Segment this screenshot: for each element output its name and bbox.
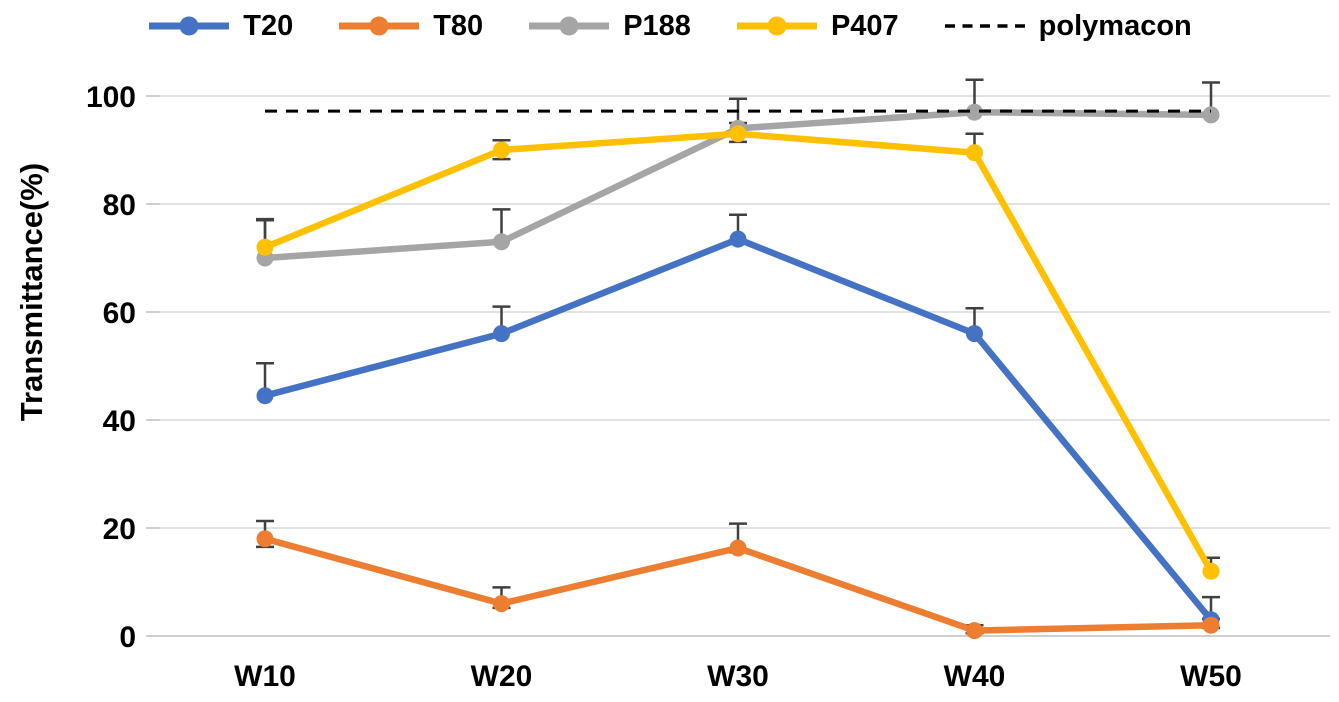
- legend-item-p188: P188: [527, 10, 691, 43]
- y-tick-label: 60: [103, 297, 136, 330]
- legend-label: P407: [830, 9, 899, 42]
- legend-swatch-icon: [529, 16, 610, 36]
- data-point-t80-w50: [1202, 616, 1220, 634]
- legend-item-polymacon: polymacon: [943, 10, 1192, 43]
- y-tick-label: 80: [103, 189, 136, 222]
- data-point-t80-w30: [729, 539, 747, 557]
- y-tick-label: 100: [86, 81, 136, 114]
- y-tick-label: 20: [103, 513, 136, 546]
- data-point-t20-w10: [256, 387, 274, 405]
- data-point-t20-w20: [493, 325, 510, 343]
- legend-item-t80: T80: [337, 10, 483, 43]
- data-point-t80-w10: [256, 530, 274, 548]
- chart-legend: T20 T80 P188 P407 polymacon: [0, 6, 1339, 46]
- legend-label: polymacon: [1038, 9, 1192, 42]
- data-point-p407-w20: [493, 141, 510, 159]
- data-point-p188-w20: [493, 233, 510, 251]
- x-tick-label: W10: [234, 660, 296, 693]
- x-tick-label: W50: [1180, 660, 1242, 693]
- series-line-t20: [261, 235, 1215, 624]
- y-tick-label: 0: [119, 621, 136, 654]
- data-point-t80-w20: [493, 595, 510, 613]
- legend-label: T80: [433, 9, 484, 42]
- data-point-p407-w50: [1202, 562, 1220, 580]
- legend-label: T20: [243, 9, 294, 42]
- data-point-p188-w50: [1202, 106, 1220, 124]
- legend-swatch-icon: [339, 16, 420, 36]
- data-point-p188-w40: [966, 103, 983, 121]
- series-line-p407: [261, 130, 1215, 575]
- data-point-t20-w30: [729, 230, 747, 248]
- data-point-p407-w40: [966, 144, 983, 162]
- y-tick-label: 40: [103, 405, 136, 438]
- legend-swatch-icon: [736, 16, 817, 36]
- data-point-t20-w40: [966, 325, 983, 343]
- data-point-p407-w30: [729, 125, 747, 143]
- legend-label: P188: [623, 9, 691, 42]
- legend-item-t20: T20: [147, 10, 293, 43]
- legend-item-p407: P407: [735, 10, 899, 43]
- legend-swatch-icon: [944, 24, 1029, 28]
- legend-swatch-icon: [149, 16, 230, 36]
- x-tick-label: W40: [944, 660, 1006, 693]
- x-tick-label: W30: [707, 660, 769, 693]
- x-tick-label: W20: [471, 660, 533, 693]
- data-point-t80-w40: [966, 622, 983, 640]
- data-point-p407-w10: [256, 238, 274, 256]
